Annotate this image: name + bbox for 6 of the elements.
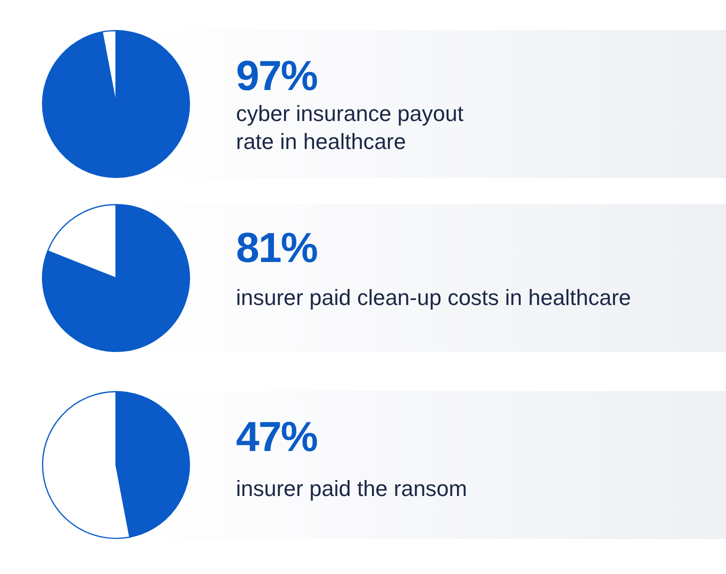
data-label: 97%: [236, 52, 318, 100]
text: insurer paid clean-up costs in healthcare: [236, 284, 632, 312]
text: insurer paid the ransom: [236, 475, 468, 503]
data-label: 47%: [236, 413, 318, 461]
data-label: 81%: [236, 224, 318, 272]
text: cyber insurance payout rate in healthcare: [236, 100, 464, 156]
